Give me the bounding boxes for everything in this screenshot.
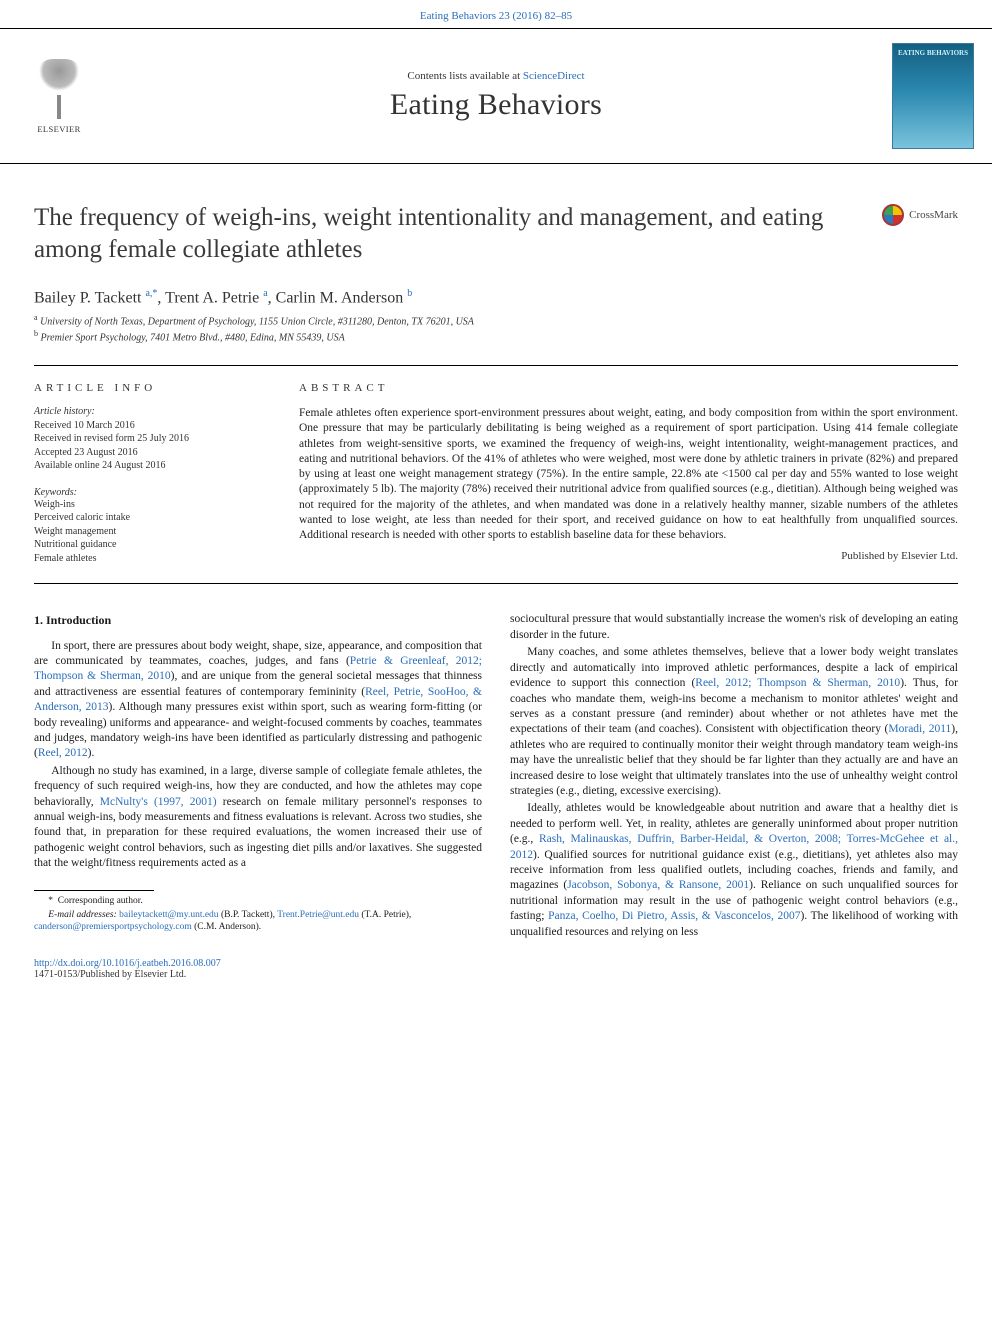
keyword-item: Female athletes [34, 552, 269, 566]
keywords-lines: Weigh-insPerceived caloric intakeWeight … [34, 498, 269, 566]
cite-reel-2012[interactable]: Reel, 2012 [38, 747, 88, 759]
keyword-item: Perceived caloric intake [34, 511, 269, 525]
journal-title: Eating Behaviors [110, 88, 882, 122]
abstract-text: Female athletes often experience sport-e… [299, 406, 958, 544]
email-link[interactable]: Trent.Petrie@unt.edu [277, 910, 359, 920]
keyword-item: Weight management [34, 525, 269, 539]
section-heading-intro: 1. Introduction [34, 612, 482, 628]
affiliations: a University of North Texas, Department … [0, 311, 992, 357]
contents-prefix: Contents lists available at [407, 70, 522, 82]
keyword-item: Weigh-ins [34, 498, 269, 512]
cite-panza[interactable]: Panza, Coelho, Di Pietro, Assis, & Vasco… [548, 910, 800, 922]
issn-line: 1471-0153/Published by Elsevier Ltd. [34, 969, 186, 980]
history-item: Received 10 March 2016 [34, 419, 269, 433]
crossmark-badge[interactable]: CrossMark [882, 204, 958, 226]
crossmark-label: CrossMark [909, 209, 958, 221]
affiliation-line: a University of North Texas, Department … [34, 313, 958, 329]
footnote-separator [34, 890, 154, 891]
crossmark-icon [882, 204, 904, 226]
intro-para-2a: Although no study has examined, in a lar… [34, 764, 482, 872]
author-line: Bailey P. Tackett a,*, Trent A. Petrie a… [0, 274, 992, 311]
intro-para-2b: sociocultural pressure that would substa… [510, 612, 958, 643]
article-title: The frequency of weigh-ins, weight inten… [34, 202, 854, 266]
cover-title: EATING BEHAVIORS [897, 50, 969, 57]
cite-moradi[interactable]: Moradi, 2011 [888, 723, 951, 735]
cite-reel-thompson[interactable]: Reel, 2012; Thompson & Sherman, 2010 [695, 677, 900, 689]
email-link[interactable]: baileytackett@my.unt.edu [119, 910, 218, 920]
body-two-column: 1. Introduction In sport, there are pres… [0, 592, 992, 950]
journal-banner: ELSEVIER Contents lists available at Sci… [0, 28, 992, 164]
sciencedirect-link[interactable]: ScienceDirect [523, 70, 585, 82]
footnote-emails: E-mail addresses: baileytackett@my.unt.e… [34, 909, 482, 934]
running-head: Eating Behaviors 23 (2016) 82–85 [0, 0, 992, 28]
doi-link[interactable]: http://dx.doi.org/10.1016/j.eatbeh.2016.… [34, 958, 221, 969]
footnote-corr: * Corresponding author. [34, 895, 482, 907]
keyword-item: Nutritional guidance [34, 538, 269, 552]
email-link[interactable]: canderson@premiersportpsychology.com [34, 922, 192, 932]
affiliation-line: b Premier Sport Psychology, 7401 Metro B… [34, 329, 958, 345]
history-item: Available online 24 August 2016 [34, 459, 269, 473]
intro-para-4: Ideally, athletes would be knowledgeable… [510, 801, 958, 940]
history-label: Article history: [34, 406, 269, 417]
rule-top [34, 365, 958, 366]
elsevier-tree-icon [31, 59, 87, 121]
intro-para-1: In sport, there are pressures about body… [34, 639, 482, 762]
article-info-heading: ARTICLE INFO [34, 382, 269, 394]
cite-mcnulty[interactable]: McNulty's (1997, 2001) [100, 796, 217, 808]
history-lines: Received 10 March 2016Received in revise… [34, 419, 269, 473]
elsevier-logo: ELSEVIER [18, 49, 100, 144]
published-by: Published by Elsevier Ltd. [299, 550, 958, 562]
history-item: Accepted 23 August 2016 [34, 446, 269, 460]
journal-cover-thumb: EATING BEHAVIORS [892, 43, 974, 149]
history-item: Received in revised form 25 July 2016 [34, 432, 269, 446]
keywords-label: Keywords: [34, 487, 269, 498]
rule-bottom [34, 583, 958, 584]
cite-jacobson[interactable]: Jacobson, Sobonya, & Ransone, 2001 [567, 879, 749, 891]
elsevier-wordmark: ELSEVIER [37, 124, 80, 134]
page-footer: http://dx.doi.org/10.1016/j.eatbeh.2016.… [0, 950, 992, 998]
intro-para-3: Many coaches, and some athletes themselv… [510, 645, 958, 799]
abstract-heading: ABSTRACT [299, 382, 958, 394]
citation-link[interactable]: Eating Behaviors 23 (2016) 82–85 [420, 10, 572, 22]
contents-line: Contents lists available at ScienceDirec… [110, 70, 882, 82]
